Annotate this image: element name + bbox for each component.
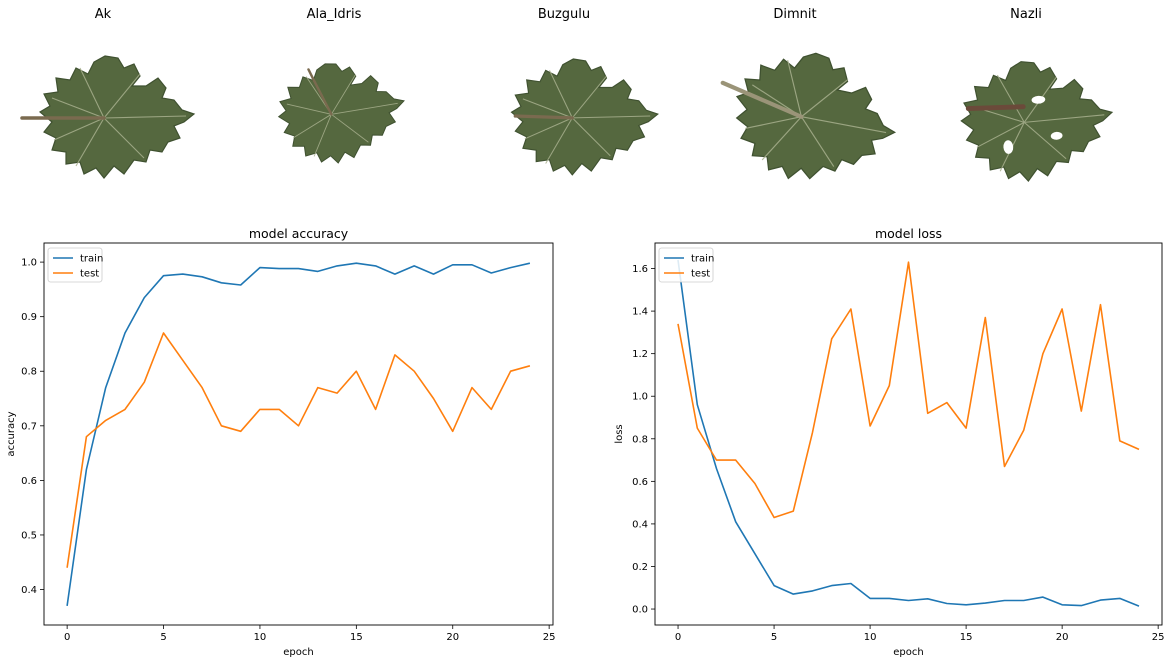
x-tick-label: 20 [1056,632,1069,643]
plot-frame [44,243,553,625]
accuracy-chart: model accuracy 0 5 10 15 20 25 0.4 0.5 0.6 0.7 0.8 0… [6,226,556,658]
leaf-label-ala-idris: Ala_Idris [307,7,362,22]
y-axis-label: loss [614,424,625,443]
y-tick-label: 1.4 [632,307,648,318]
x-tick-label: 25 [1152,632,1165,643]
y-tick-label: 0.9 [21,312,37,323]
chart-title: model loss [875,226,942,241]
legend-label-train: train [691,254,714,265]
x-tick-label: 0 [64,632,70,643]
y-tick-label: 0.4 [21,585,37,596]
y-tick-label: 0.8 [21,367,37,378]
x-tick-label: 20 [446,632,459,643]
x-tick-label: 10 [254,632,267,643]
y-tick-label: 0.6 [21,476,37,487]
x-axis-label: epoch [893,647,923,658]
grape-leaf-icon [957,56,1116,186]
grape-leaf-icon [706,36,907,198]
leaf-label-ak: Ak [95,7,112,22]
x-tick-label: 15 [960,632,973,643]
loss-chart: model loss 0 5 10 15 20 25 0.0 0.2 0.4 0.6 0.8 1.0 1.… [614,226,1165,658]
leaf-panel-buzgulu: Buzgulu [512,7,658,175]
legend-label-test: test [80,269,99,280]
y-tick-label: 1.0 [632,392,648,403]
x-axis-label: epoch [283,647,313,658]
y-tick-label: 1.2 [632,349,648,360]
x-tick-label: 5 [771,632,777,643]
grape-leaf-icon [512,59,658,175]
y-tick-label: 0.6 [632,477,648,488]
legend-label-test: test [691,269,710,280]
legend: train test [659,248,714,282]
legend: train test [48,248,103,282]
leaf-panel-ala-idris: Ala_Idris [272,7,411,170]
leaf-panel-ak: Ak [22,7,194,178]
x-tick-label: 25 [543,632,556,643]
plot-frame [655,243,1162,625]
x-tick-label: 15 [350,632,363,643]
grape-leaf-icon [272,54,411,171]
leaf-label-dimnit: Dimnit [773,7,816,22]
series-line-train [678,260,1139,606]
y-tick-label: 0.8 [632,434,648,445]
chart-title: model accuracy [249,226,349,241]
y-tick-label: 0.0 [632,605,648,616]
leaf-label-buzgulu: Buzgulu [538,7,590,22]
series-line-train [67,263,530,606]
y-tick-label: 0.2 [632,562,648,573]
leaf-label-nazli: Nazli [1010,7,1042,22]
y-tick-label: 0.4 [632,519,648,530]
leaf-panel-nazli: Nazli [957,7,1116,185]
x-tick-label: 0 [675,632,681,643]
legend-label-train: train [80,254,103,265]
y-tick-label: 0.7 [21,421,37,432]
y-tick-label: 1.0 [21,258,37,269]
grape-leaf-icon [22,56,194,178]
leaf-panel-dimnit: Dimnit [706,7,907,198]
y-tick-label: 1.6 [632,264,648,275]
leaf-panels: Ak Ala_Idris Buzgulu [22,7,1116,198]
y-tick-label: 0.5 [21,530,37,541]
series-line-test [67,333,530,568]
x-tick-label: 10 [864,632,877,643]
series-line-test [678,262,1139,517]
y-axis-label: accuracy [6,411,17,456]
x-tick-label: 5 [160,632,166,643]
